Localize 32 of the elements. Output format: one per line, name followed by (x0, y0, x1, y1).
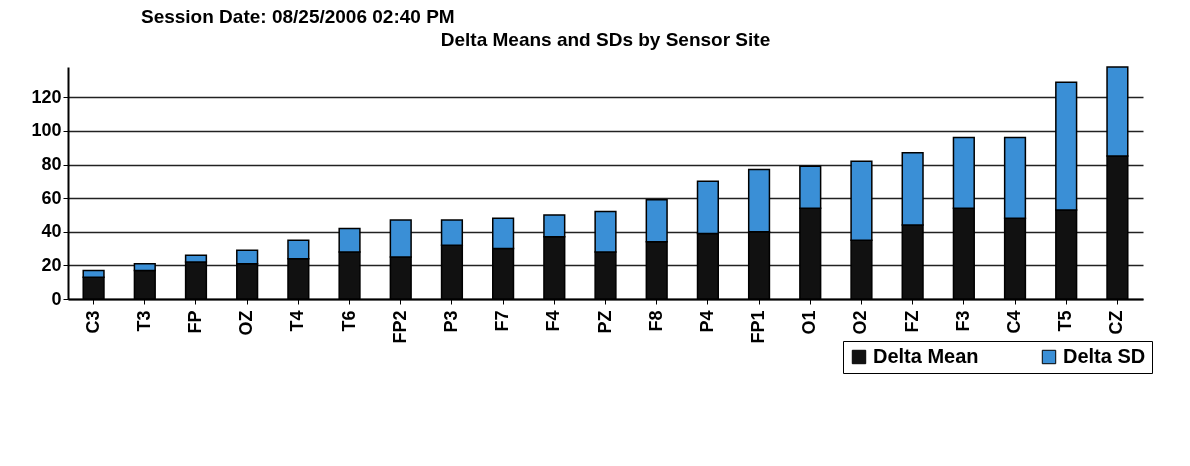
x-tick-label: FP1 (748, 310, 769, 344)
x-tick-label: P3 (440, 310, 461, 333)
y-tick-label: 40 (41, 221, 62, 242)
x-tick-label: C4 (1004, 310, 1025, 334)
x-tick-label: F8 (645, 310, 666, 332)
y-tick-label: 100 (31, 120, 62, 141)
legend-label: Delta SD (1063, 345, 1146, 367)
x-tick-label: CZ (1106, 310, 1127, 335)
y-tick-label: 20 (41, 254, 62, 275)
y-tick-label: 60 (41, 187, 62, 208)
x-tick-label: F7 (492, 310, 513, 332)
x-tick-label: C3 (82, 310, 103, 334)
y-tick-label: 80 (41, 154, 62, 175)
x-tick-label: F4 (543, 310, 564, 332)
y-tick-label: 0 (51, 288, 62, 309)
x-tick-label: F3 (952, 310, 973, 332)
x-tick-label: FP2 (389, 310, 410, 344)
chart-title: Delta Means and SDs by Sensor Site (440, 29, 771, 51)
x-tick-label: T4 (287, 310, 308, 332)
x-tick-label: O2 (850, 310, 871, 335)
x-tick-label: T5 (1055, 310, 1076, 332)
x-tick-label: P4 (696, 310, 717, 333)
x-tick-label: O1 (799, 310, 820, 335)
y-tick-label: 120 (31, 86, 62, 107)
x-tick-label: T6 (338, 310, 359, 332)
x-tick-label: PZ (594, 310, 615, 334)
x-tick-label: T3 (133, 310, 154, 332)
x-tick-label: OZ (236, 310, 257, 336)
x-tick-label: FP (184, 310, 205, 334)
text: Session Date: 08/25/2006 02:40 PM (140, 6, 455, 28)
legend-label: Delta Mean (873, 345, 979, 367)
x-tick-label: FZ (901, 310, 922, 333)
